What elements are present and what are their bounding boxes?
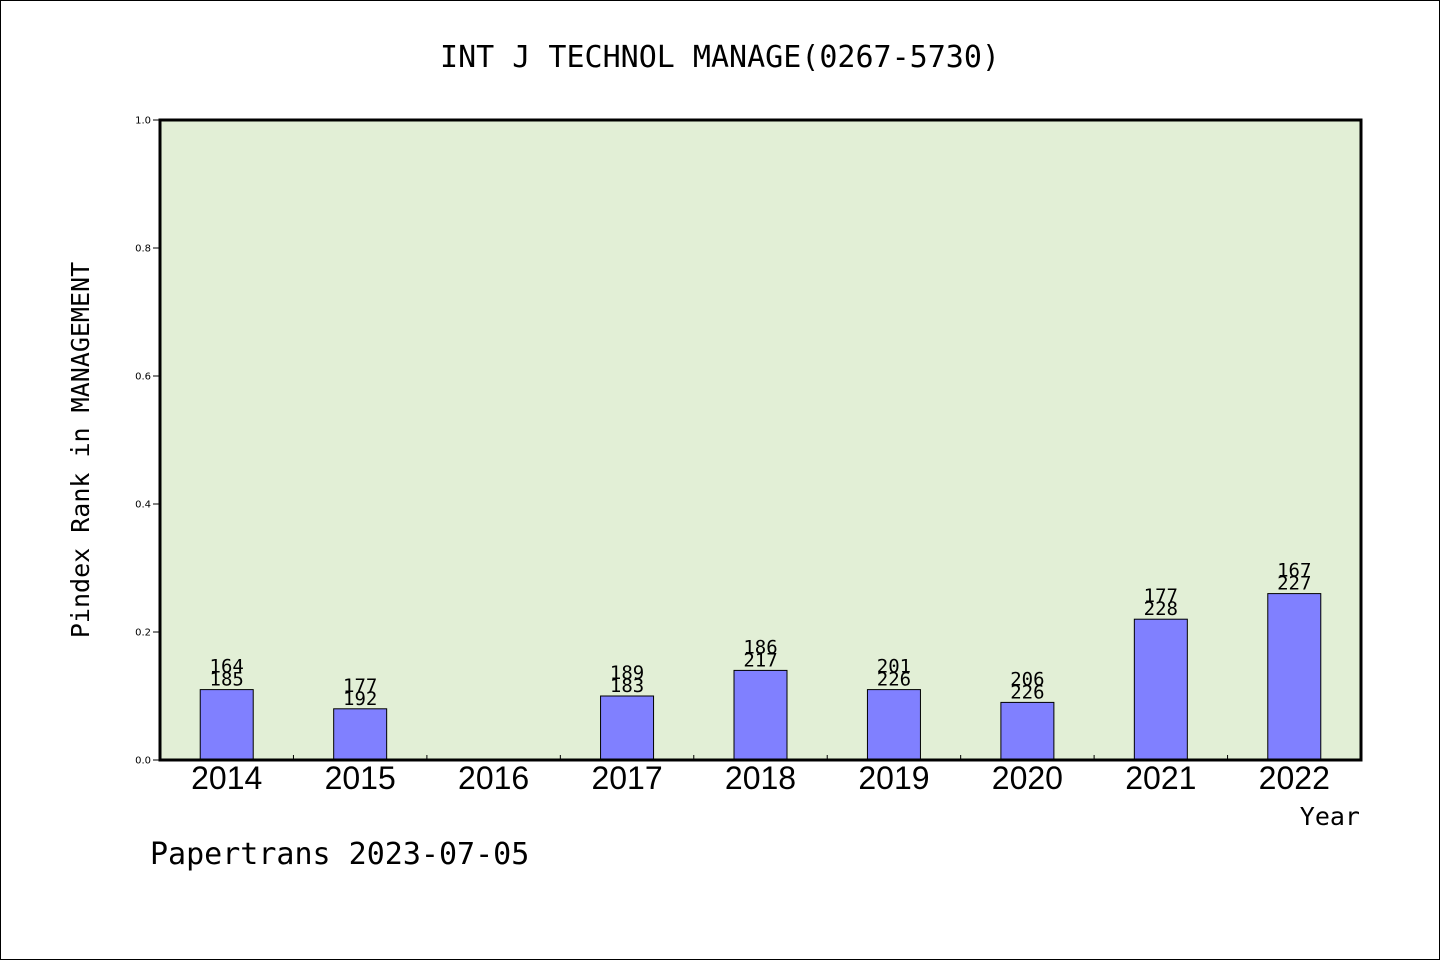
bar-2014 [199, 689, 254, 761]
bar-2015 [333, 708, 388, 761]
bar-2018 [733, 669, 788, 761]
y-tick-label: 1.0 [135, 116, 151, 127]
x-tick-label: 2019 [858, 760, 929, 796]
bar-label-bottom: 183 [610, 675, 644, 697]
bar-label-bottom: 185 [210, 669, 244, 691]
bar-label-bottom: 217 [743, 649, 777, 671]
bar-label-bottom: 227 [1277, 573, 1311, 595]
y-tick-label: 0.8 [135, 244, 151, 255]
bar-2021 [1133, 618, 1188, 761]
x-tick-label: 2014 [191, 760, 262, 796]
footer-watermark: Papertrans 2023-07-05 [150, 837, 529, 872]
bar-2017 [600, 695, 655, 761]
x-tick-label: 2022 [1259, 760, 1330, 796]
bar-label-top: 177 [1144, 585, 1178, 607]
chart-title: INT J TECHNOL MANAGE(0267-5730) [440, 40, 1000, 75]
y-tick-label: 0.0 [135, 756, 151, 767]
bar-label-top: 164 [210, 656, 244, 678]
bar-label-bottom: 192 [343, 688, 377, 710]
y-tick-label: 0.2 [135, 628, 151, 639]
bar-2022 [1267, 593, 1322, 761]
bar-label-top: 186 [743, 636, 777, 658]
bar-label-top: 201 [877, 656, 911, 678]
x-axis: 2014 2015 2016 2017 2018 2019 2020 2021 2022 [191, 755, 1330, 796]
y-tick-label: 0.4 [135, 500, 151, 511]
x-tick-label: 2018 [725, 760, 796, 796]
bar-label-bottom: 228 [1144, 598, 1178, 620]
bars [199, 593, 1322, 761]
bar-label-top: 167 [1277, 560, 1311, 582]
bar-label-top: 189 [610, 662, 644, 684]
y-tick-label: 0.6 [135, 372, 151, 383]
x-tick-label: 2020 [992, 760, 1063, 796]
x-axis-label: Year [1300, 802, 1360, 831]
bar-label-top: 177 [343, 675, 377, 697]
x-tick-label: 2017 [591, 760, 662, 796]
bar-label-bottom: 226 [877, 669, 911, 691]
x-tick-label: 2016 [458, 760, 529, 796]
bar-label-bottom: 226 [1010, 681, 1044, 703]
bar-2019 [866, 689, 921, 761]
plot-frame [158, 118, 1363, 762]
y-axis-label: Pindex Rank in MANAGEMENT [66, 262, 95, 638]
x-tick-label: 2021 [1125, 760, 1196, 796]
bar-2020 [1000, 701, 1055, 761]
bar-label-top: 206 [1010, 668, 1044, 690]
x-tick-label: 2015 [325, 760, 396, 796]
